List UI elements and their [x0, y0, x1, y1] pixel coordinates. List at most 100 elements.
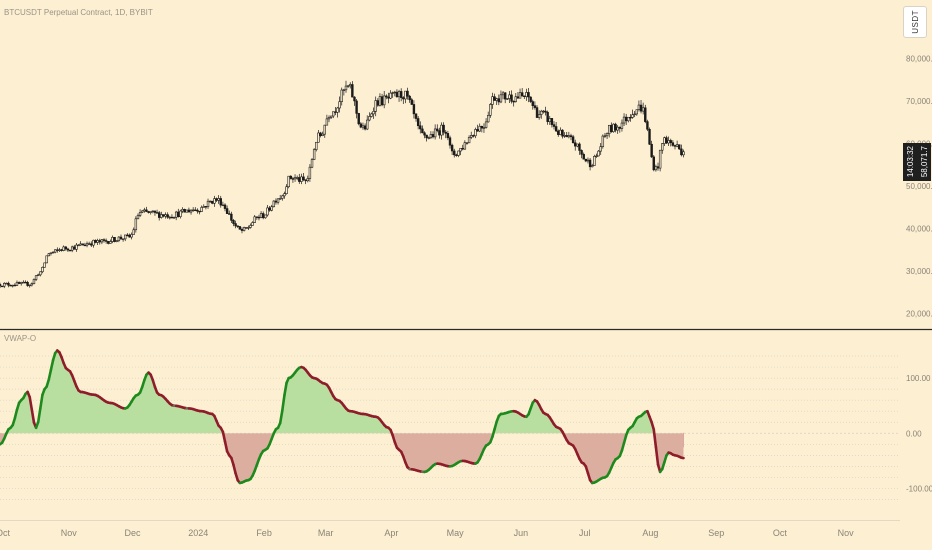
candle-body [395, 91, 399, 98]
candle-body [499, 94, 503, 103]
candle-body [361, 125, 365, 128]
candle-body [342, 89, 346, 91]
candle-body [565, 135, 568, 138]
candle-body [465, 142, 469, 144]
candle-body [115, 240, 118, 242]
candle-body [276, 198, 280, 203]
candle-body [155, 212, 159, 214]
candle-body [591, 165, 594, 168]
candle-body [520, 92, 524, 97]
candle-body [119, 236, 123, 240]
candle-body [334, 111, 337, 113]
candle-body [20, 282, 23, 284]
candle-body [533, 105, 537, 108]
candle-body [438, 130, 441, 136]
candle-body [62, 246, 65, 251]
candle-body [79, 243, 82, 246]
time-tick-label: Oct [773, 528, 788, 538]
candle-body [323, 124, 326, 135]
candle-body [673, 145, 677, 147]
candle-body [177, 211, 180, 218]
candle-body [336, 107, 339, 113]
candle-body [43, 262, 46, 268]
candle-body [30, 283, 34, 286]
price-tick-label: 50,000.0 [906, 182, 932, 191]
candle-body [53, 249, 57, 253]
candle-body [603, 135, 607, 137]
candle-body [682, 151, 685, 156]
time-tick-label: May [447, 528, 465, 538]
candle-body [631, 114, 634, 118]
candle-body [73, 246, 76, 250]
candle-body [102, 239, 106, 241]
time-tick-label: Nov [61, 528, 78, 538]
oscillator-title: VWAP-O [4, 334, 36, 343]
candle-body [340, 89, 343, 102]
candle-body [618, 126, 622, 129]
currency-button[interactable]: USDT [903, 6, 927, 38]
candle-body [397, 91, 401, 98]
oscillator-line-segment [28, 395, 34, 412]
candle-body [329, 115, 333, 118]
candle-body [47, 253, 51, 257]
candle-body [518, 92, 522, 99]
candle-body [0, 284, 2, 287]
candle-body [149, 211, 152, 213]
candle-body [387, 96, 390, 99]
candle-body [200, 207, 203, 212]
candle-body [87, 243, 91, 245]
candle-body [501, 92, 505, 96]
oscillator-line-segment [622, 434, 628, 445]
candle-body [141, 210, 144, 213]
candle-body [266, 207, 269, 216]
candle-body [535, 107, 539, 118]
candle-body [321, 133, 324, 136]
candle-body [172, 216, 176, 219]
candle-body [404, 90, 407, 100]
candle-body [5, 282, 8, 285]
candle-body [353, 96, 356, 102]
candle-body [414, 113, 418, 119]
last-price-value: 58,071.7 [919, 146, 929, 178]
candle-body [92, 239, 95, 246]
candle-body [3, 283, 6, 287]
candle-body [675, 144, 679, 147]
candle-body [109, 241, 112, 244]
candle-body [49, 252, 53, 254]
candle-body [187, 209, 191, 213]
candle-body [107, 241, 110, 244]
candle-body [251, 222, 254, 226]
oscillator-tick-label: 100.00 [906, 374, 931, 383]
candle-body [7, 282, 10, 286]
candle-body [368, 116, 371, 121]
candle-body [559, 129, 562, 135]
candle-body [557, 130, 560, 135]
candle-body [671, 142, 675, 146]
candle-body [81, 243, 84, 246]
oscillator-line-segment [221, 430, 227, 443]
candle-body [457, 150, 460, 156]
candle-body [66, 248, 70, 251]
candle-body [138, 211, 142, 216]
candle-body [610, 124, 613, 133]
candle-body [635, 109, 638, 115]
candle-body [270, 206, 273, 211]
candle-body [306, 178, 309, 182]
candle-body [607, 124, 611, 134]
candle-body [238, 226, 242, 230]
candle-body [274, 200, 278, 203]
candle-body [554, 126, 558, 132]
candle-body [412, 104, 416, 115]
time-tick-label: Oct [0, 528, 10, 538]
candle-body [523, 95, 526, 97]
candle-body [584, 158, 588, 162]
candle-body [514, 96, 518, 102]
time-axis: Oct Nov Dec 2024 Feb Mar Apr May Jun Jul Aug Sep Oct… [0, 528, 854, 538]
candle-body [264, 214, 267, 219]
candle-body [661, 143, 664, 151]
candle-body [436, 128, 439, 131]
candle-body [0, 285, 4, 288]
candle-body [497, 98, 501, 103]
candle-body [196, 209, 199, 212]
